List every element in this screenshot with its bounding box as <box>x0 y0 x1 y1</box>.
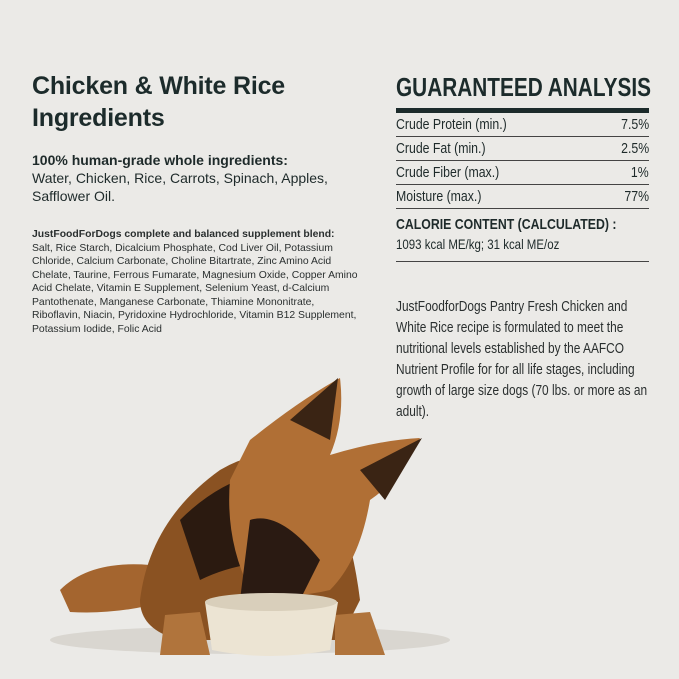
food-bowl <box>205 597 338 656</box>
title-line-1: Chicken & White Rice <box>32 72 285 100</box>
row-value: 7.5% <box>620 116 649 133</box>
dog-ear-right <box>360 438 422 500</box>
row-value: 1% <box>631 164 649 181</box>
analysis-row: Crude Fiber (max.) 1% <box>396 161 649 185</box>
product-title: Chicken & White Rice Ingredients <box>32 70 285 134</box>
dog-ear-left <box>290 378 338 440</box>
row-label: Moisture (max.) <box>396 188 482 205</box>
row-label: Crude Fat (min.) <box>396 140 486 157</box>
dog-muzzle <box>240 518 320 600</box>
analysis-row: Moisture (max.) 77% <box>396 185 649 209</box>
guaranteed-analysis: GUARANTEED ANALYSIS Crude Protein (min.)… <box>396 70 652 262</box>
calorie-divider <box>396 261 649 262</box>
dog-eating-photo <box>50 378 450 656</box>
row-label: Crude Protein (min.) <box>396 116 507 133</box>
aafco-statement: JustFoodforDogs Pantry Fresh Chicken and… <box>396 299 648 420</box>
supplement-blend-heading: JustFoodForDogs complete and balanced su… <box>32 229 335 240</box>
calorie-heading: CALORIE CONTENT (CALCULATED) : <box>396 216 617 233</box>
bowl-rim <box>205 593 337 611</box>
analysis-row: Crude Fat (min.) 2.5% <box>396 137 649 161</box>
analysis-row: Crude Protein (min.) 7.5% <box>396 113 649 137</box>
row-value: 77% <box>624 188 649 205</box>
whole-ingredients-list: Water, Chicken, Rice, Carrots, Spinach, … <box>32 170 328 204</box>
dog-paw-left <box>160 612 210 655</box>
supplement-blend-list: Salt, Rice Starch, Dicalcium Phosphate, … <box>32 242 358 335</box>
row-label: Crude Fiber (max.) <box>396 164 500 181</box>
heading-divider <box>396 108 649 113</box>
dog-paw-right <box>335 612 385 655</box>
whole-ingredients-heading: 100% human-grade whole ingredients: <box>32 152 288 168</box>
row-value: 2.5% <box>620 140 649 157</box>
analysis-heading: GUARANTEED ANALYSIS <box>396 72 652 102</box>
supplement-blend: JustFoodForDogs complete and balanced su… <box>32 228 362 336</box>
calorie-value: 1093 kcal ME/kg; 31 kcal ME/oz <box>396 236 560 252</box>
title-line-2: Ingredients <box>32 104 165 132</box>
whole-ingredients: 100% human-grade whole ingredients: Wate… <box>32 151 352 205</box>
